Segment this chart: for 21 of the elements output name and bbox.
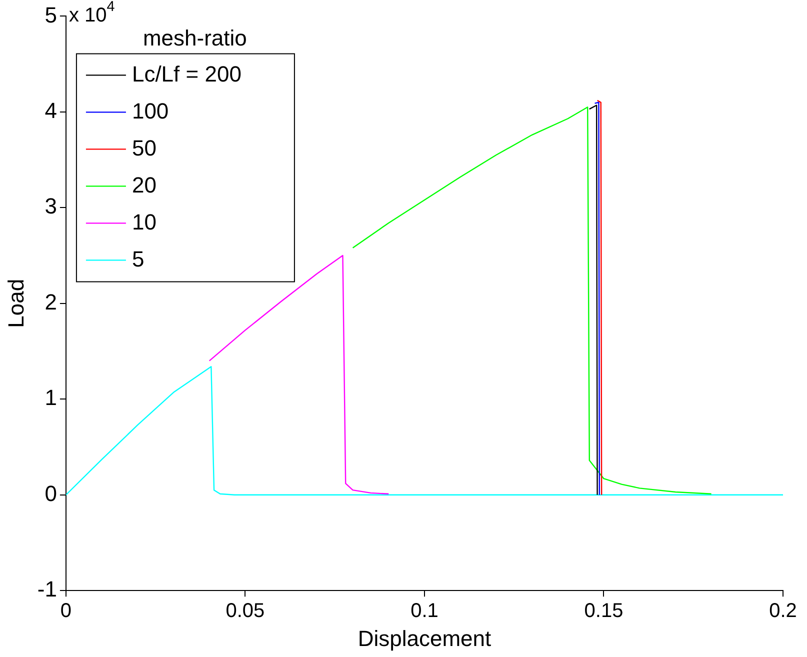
- legend-label: 5: [132, 246, 144, 272]
- x-axis-title: Displacement: [358, 626, 492, 651]
- y-tick-label: 1: [44, 385, 57, 410]
- legend-label: 10: [132, 209, 156, 234]
- y-axis-title: Load: [3, 278, 28, 328]
- x-tick-label: 0.2: [769, 600, 797, 622]
- y-tick-label: 0: [44, 480, 57, 506]
- x-tick-label: 0: [60, 600, 72, 622]
- x-tick-label: 0.15: [584, 600, 624, 622]
- y-tick-label: 5: [44, 2, 57, 28]
- y-tick-label: 3: [44, 194, 57, 219]
- legend-label: 20: [132, 172, 156, 198]
- y-tick-label: 2: [44, 289, 57, 314]
- legend-label: 50: [132, 135, 156, 160]
- legend-label: Lc/Lf = 200: [132, 61, 242, 86]
- y-tick-label: 4: [44, 98, 57, 123]
- y-tick-label: -1: [37, 576, 57, 602]
- x-tick-label: 0.05: [226, 600, 265, 622]
- legend-title: mesh-ratio: [142, 25, 247, 50]
- legend-label: 100: [132, 98, 169, 124]
- x-tick-label: 0.1: [410, 600, 438, 622]
